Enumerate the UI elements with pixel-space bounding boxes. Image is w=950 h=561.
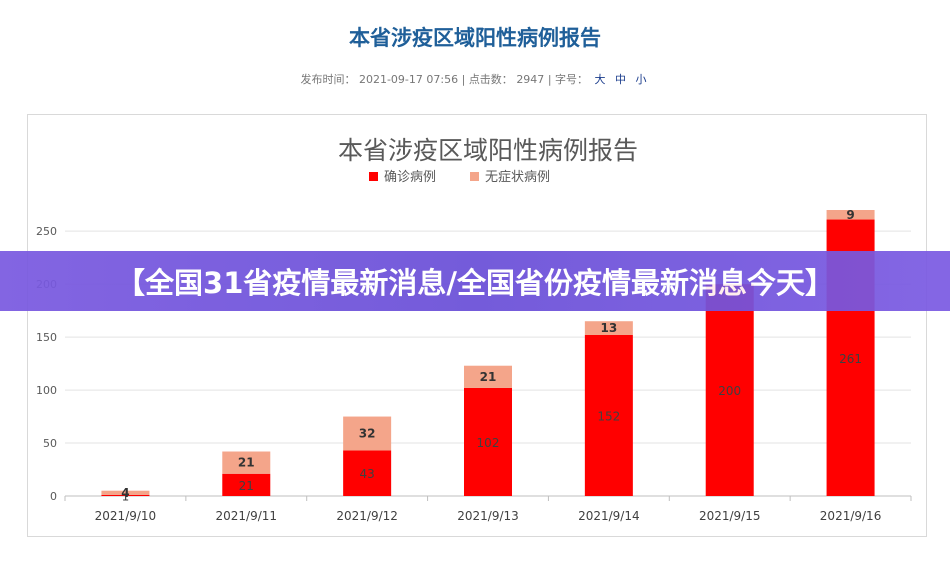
font-size-label: 字号： [555,73,589,86]
chart-legend: 确诊病例 无症状病例 [369,170,550,185]
asymptomatic-data-label: 21 [480,370,497,384]
headline-banner[interactable]: 【全国31省疫情最新消息/全国省份疫情最新消息今天】 [0,251,950,311]
confirmed-bar [101,494,150,496]
legend-swatch [369,172,378,181]
publish-time: 2021-09-17 07:56 [358,73,459,86]
legend-label: 确诊病例 [384,170,436,185]
confirmed-data-label: 21 [239,479,254,493]
asymptomatic-data-label: 9 [846,208,854,222]
y-tick-label: 0 [50,490,57,503]
article-meta: 发布时间： 2021-09-17 07:56 | 点击数： 2947 | 字号：… [0,71,950,87]
stacked-bar-chart: 本省涉疫区域阳性病例报告 确诊病例 无症状病例 14 21 21 43 32 102 21 15… [36,136,912,523]
meta-separator: | [461,73,466,86]
y-tick-label: 100 [36,384,57,397]
chart-bars: 14 21 21 43 32 102 21 152 13 200 261 9 [101,208,875,503]
confirmed-data-label: 200 [718,384,741,398]
confirmed-data-label: 261 [839,352,862,366]
confirmed-bar [705,284,754,496]
y-tick-label: 50 [43,437,57,450]
click-count: 2947 [516,73,545,86]
x-tick-label: 2021/9/12 [336,509,398,523]
asymptomatic-bar [101,490,150,495]
x-tick-label: 2021/9/13 [457,509,519,523]
x-tick-label: 2021/9/10 [95,509,157,523]
click-count-label: 点击数： [468,73,513,86]
asymptomatic-bar [464,365,512,388]
x-tick-label: 2021/9/16 [820,509,882,523]
confirmed-data-label: 152 [597,409,620,423]
chart-frame: 本省涉疫区域阳性病例报告 确诊病例 无症状病例 1 4 21 21 43 32 102 21 15… [27,114,927,537]
banner-text: 【全国31省疫情最新消息/全国省份疫情最新消息今天】 [116,266,834,300]
x-tick-label: 2021/9/14 [578,509,640,523]
y-tick-label: 150 [36,331,57,344]
asymptomatic-bar [584,321,633,335]
x-tick-label: 2021/9/15 [699,509,761,523]
confirmed-data-label: 102 [477,436,500,450]
confirmed-data-label: 1 [122,489,130,503]
confirmed-data-label: 43 [360,467,375,481]
page-title: 本省涉疫区域阳性病例报告 [349,25,601,50]
asymptomatic-data-label: 21 [238,456,255,470]
font-size-large-link[interactable]: 大 [594,73,606,86]
legend-label: 无症状病例 [485,170,550,185]
asymptomatic-data-label: 4 [121,486,129,500]
asymptomatic-data-label: 13 [601,321,618,335]
font-size-medium-link[interactable]: 中 [615,73,627,86]
font-size-small-link[interactable]: 小 [635,73,647,86]
confirmed-bar [343,450,392,496]
y-tick-label: 250 [36,225,57,238]
asymptomatic-data-label: 32 [359,427,376,441]
chart-title: 本省涉疫区域阳性病例报告 [338,136,638,165]
meta-separator: | [547,73,552,86]
confirmed-bar [222,473,271,496]
x-tick-label: 2021/9/11 [216,509,278,523]
x-axis: 2021/9/10 2021/9/11 2021/9/12 2021/9/13 2021… [64,496,912,523]
publish-time-label: 发布时间： [300,73,356,86]
confirmed-bar [584,334,633,496]
asymptomatic-bar [343,416,392,451]
asymptomatic-bar [826,210,875,220]
confirmed-bar [464,387,512,496]
legend-swatch [470,172,479,181]
asymptomatic-bar [222,451,271,474]
